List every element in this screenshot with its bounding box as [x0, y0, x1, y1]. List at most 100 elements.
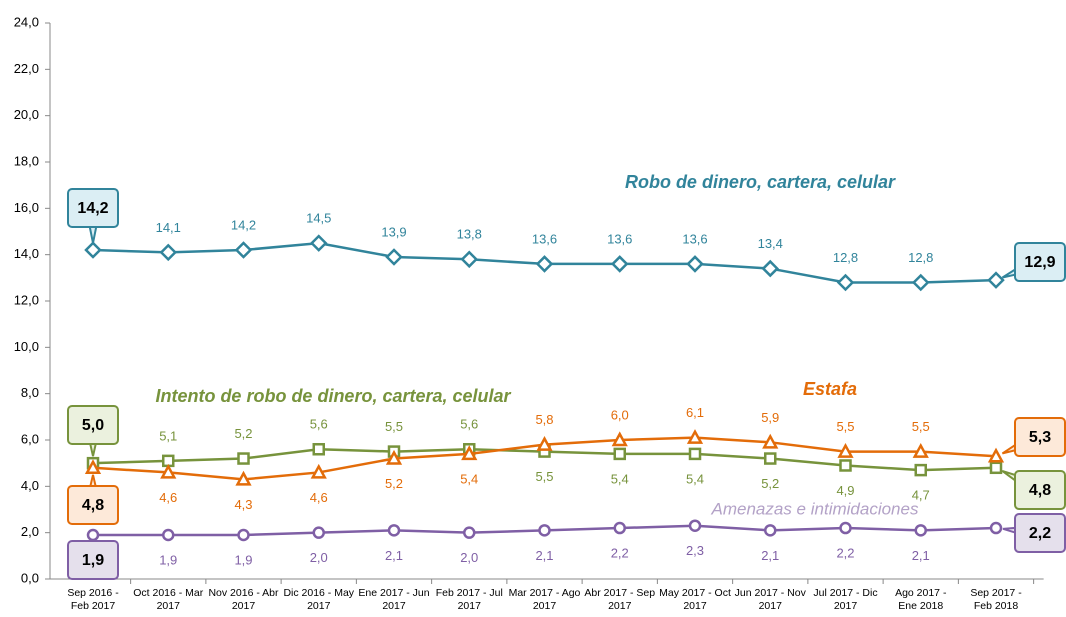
marker: [234, 241, 253, 259]
marker: [463, 526, 476, 539]
y-tick-label: 4,0: [21, 478, 39, 493]
marker: [839, 459, 852, 472]
marker: [160, 463, 177, 479]
data-label: 1,9: [159, 552, 177, 567]
marker: [84, 241, 102, 259]
marker: [688, 519, 702, 532]
marker: [310, 463, 327, 479]
marker: [538, 524, 551, 537]
marker: [237, 452, 250, 465]
data-label: 12,9: [1024, 254, 1055, 271]
data-label: 5,3: [1029, 429, 1051, 446]
data-label: 2,2: [611, 545, 629, 560]
x-tick-label: Mar 2017 - Ago 2017: [508, 587, 581, 612]
series-name: Robo de dinero, cartera, celular: [625, 172, 896, 192]
marker: [839, 521, 852, 535]
marker: [535, 255, 554, 273]
data-label: 5,5: [535, 469, 553, 484]
marker: [461, 445, 478, 461]
x-tick-label: Abr 2017 - Sep 2017: [584, 587, 656, 612]
data-label: 4,8: [82, 497, 104, 514]
data-label: 4,7: [912, 488, 930, 503]
marker: [536, 436, 553, 451]
marker: [764, 524, 777, 537]
marker: [912, 442, 929, 458]
data-label: 13,6: [532, 231, 557, 246]
data-label: 5,4: [686, 471, 704, 486]
marker: [86, 528, 100, 542]
data-label: 5,5: [385, 419, 403, 434]
data-label: 14,2: [77, 200, 108, 217]
marker: [237, 528, 250, 542]
marker: [84, 459, 102, 475]
callout-box: [1014, 470, 1066, 510]
x-tick-label: Ago 2017 - Ene 2018: [895, 587, 947, 612]
y-tick-label: 6,0: [21, 431, 39, 446]
marker: [989, 461, 1003, 475]
y-tick-label: 2,0: [21, 524, 39, 539]
marker: [686, 429, 704, 444]
data-label: 12,8: [833, 250, 858, 265]
callout-box: [67, 405, 119, 445]
marker: [387, 524, 401, 537]
callout-box: [67, 540, 119, 580]
data-label: 5,4: [460, 471, 478, 486]
marker: [688, 447, 702, 461]
marker: [309, 234, 328, 252]
y-tick-label: 20,0: [14, 107, 39, 122]
marker: [613, 521, 626, 535]
data-label: 2,0: [310, 550, 328, 565]
data-label: 2,1: [761, 548, 779, 563]
data-label: 14,2: [231, 217, 256, 232]
series-name: Estafa: [803, 379, 857, 399]
data-label: 5,0: [82, 417, 104, 434]
y-tick-label: 22,0: [14, 61, 39, 76]
data-label: 5,2: [761, 476, 779, 491]
data-label: 4,3: [234, 497, 252, 512]
data-label: 1,9: [234, 552, 252, 567]
marker: [987, 447, 1005, 463]
data-label: 4,9: [836, 483, 854, 498]
y-tick-label: 0,0: [21, 570, 39, 585]
marker: [610, 255, 629, 273]
data-label: 14,5: [306, 211, 331, 226]
marker: [987, 271, 1005, 289]
marker: [836, 273, 855, 292]
data-label: 12,8: [908, 250, 933, 265]
y-tick-label: 10,0: [14, 339, 39, 354]
x-tick-label: Jul 2017 - Dic 2017: [813, 587, 878, 612]
marker: [914, 463, 927, 477]
data-label: 5,8: [535, 412, 553, 427]
y-tick-label: 12,0: [14, 292, 39, 307]
data-label: 13,4: [758, 236, 783, 251]
data-label: 5,1: [159, 428, 177, 443]
marker: [686, 255, 704, 273]
y-tick-label: 14,0: [14, 246, 39, 261]
data-label: 5,6: [460, 417, 478, 432]
data-label: 13,6: [682, 231, 707, 246]
x-tick-label: Jun 2017 - Nov 2017: [734, 587, 806, 612]
marker: [385, 248, 403, 266]
data-label: 2,1: [385, 548, 403, 563]
x-tick-label: Nov 2016 - Abr 2017: [208, 587, 279, 612]
marker: [911, 273, 930, 292]
data-label: 2,3: [686, 543, 704, 558]
series-name: Intento de robo de dinero, cartera, celu…: [155, 386, 511, 406]
data-label: 6,0: [611, 407, 629, 422]
data-label: 5,2: [385, 476, 403, 491]
data-label: 4,8: [1029, 482, 1051, 499]
marker: [235, 470, 252, 486]
data-label: 5,5: [912, 419, 930, 434]
marker: [312, 443, 325, 456]
data-label: 13,8: [457, 227, 482, 242]
data-label: 2,2: [836, 545, 854, 560]
marker: [762, 433, 779, 449]
data-label: 2,2: [1029, 525, 1051, 542]
marker: [837, 442, 854, 458]
x-tick-label: Feb 2017 - Jul 2017: [435, 587, 503, 612]
data-label: 5,6: [310, 417, 328, 432]
x-tick-label: Dic 2016 - May 2017: [283, 587, 355, 612]
marker: [761, 259, 780, 278]
